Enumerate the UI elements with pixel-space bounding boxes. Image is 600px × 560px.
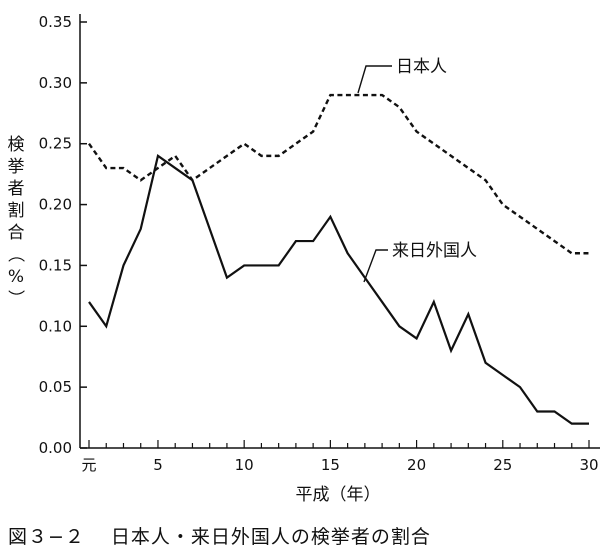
x-tick-label: 15 <box>321 456 340 474</box>
y-tick-label: 0.10 <box>39 317 72 335</box>
x-tick-label: 25 <box>493 456 512 474</box>
y-tick-label: 0.15 <box>39 256 72 274</box>
series-lines <box>88 93 589 425</box>
x-axis: 元 5 10 15 20 25 30 <box>80 440 600 474</box>
x-tick-label: 30 <box>579 456 598 474</box>
figure-caption: 図３−２ 日本人・来日外国人の検挙者の割合 <box>8 522 457 549</box>
y-tick-label: 0.25 <box>39 135 72 153</box>
y-axis-title-char: 合 <box>8 223 25 243</box>
y-tick-label: 0.05 <box>39 378 72 396</box>
figure-number: 図３−２ <box>8 526 85 548</box>
y-tick-label: 0.35 <box>39 13 72 31</box>
x-tick-label: 5 <box>153 456 163 474</box>
y-axis-title-char: % <box>8 267 24 287</box>
series-line-1 <box>88 154 589 425</box>
y-tick-label: 0.00 <box>39 439 72 457</box>
x-tick-label: 10 <box>235 456 254 474</box>
y-axis-title-char: 検 <box>8 135 25 155</box>
line-chart: 0.00 0.05 0.10 0.15 0.20 0.25 0.30 0.35 元 5 10 15 2… <box>5 13 600 505</box>
series-label-leader <box>363 249 388 283</box>
x-tick-label: 20 <box>407 456 426 474</box>
y-axis-title-char: ） <box>5 290 25 307</box>
y-axis-title-char: 挙 <box>8 157 25 177</box>
series-line-0 <box>88 93 589 255</box>
y-tick-label: 0.30 <box>39 74 72 92</box>
figure-title: 日本人・来日外国人の検挙者の割合 <box>110 526 431 548</box>
y-axis: 0.00 0.05 0.10 0.15 0.20 0.25 0.30 0.35 <box>39 13 87 457</box>
series-label: 来日外国人 <box>392 241 477 261</box>
y-tick-label: 0.20 <box>39 196 72 214</box>
series-label: 日本人 <box>396 57 447 77</box>
series-label-leader <box>357 65 392 94</box>
x-axis-title: 平成（年） <box>296 485 381 505</box>
y-axis-title-char: （ <box>5 246 25 263</box>
y-axis-title-char: 割 <box>8 201 25 221</box>
x-tick-label: 元 <box>81 456 96 474</box>
y-axis-title-char: 者 <box>8 179 25 199</box>
